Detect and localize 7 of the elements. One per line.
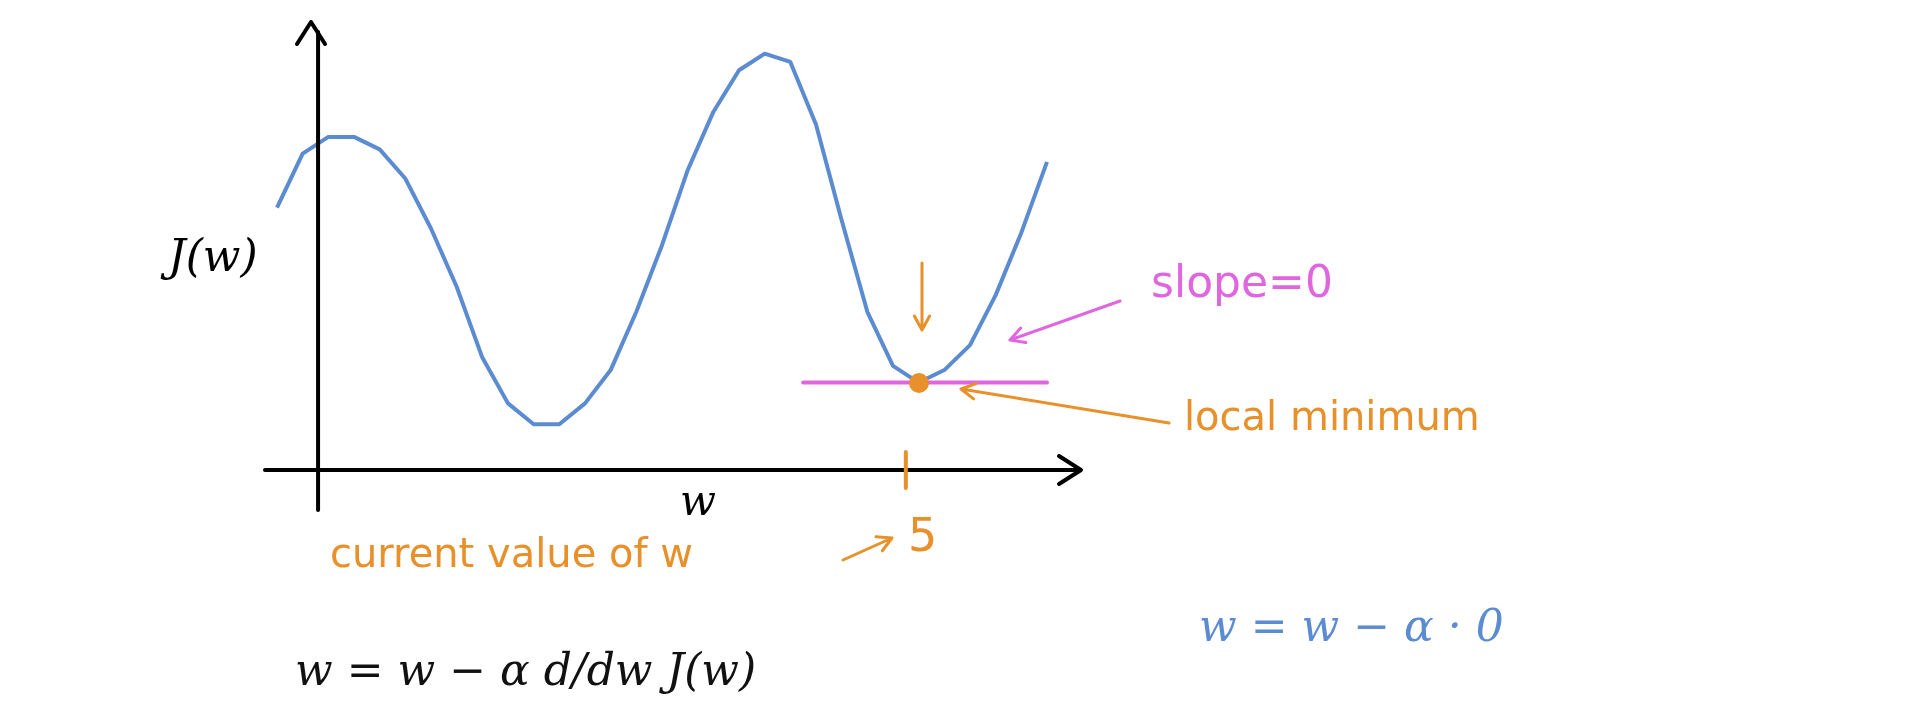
ref-line-label: slope=0: [1151, 256, 1333, 308]
text: w = w − α · 0: [1199, 600, 1504, 651]
text: 5: [908, 508, 938, 562]
text: local minimum: [1184, 393, 1480, 439]
text: current value of w: [330, 530, 693, 576]
x-axis-title: w: [680, 476, 716, 525]
text: w = w − α d/dw J(w): [295, 644, 757, 695]
